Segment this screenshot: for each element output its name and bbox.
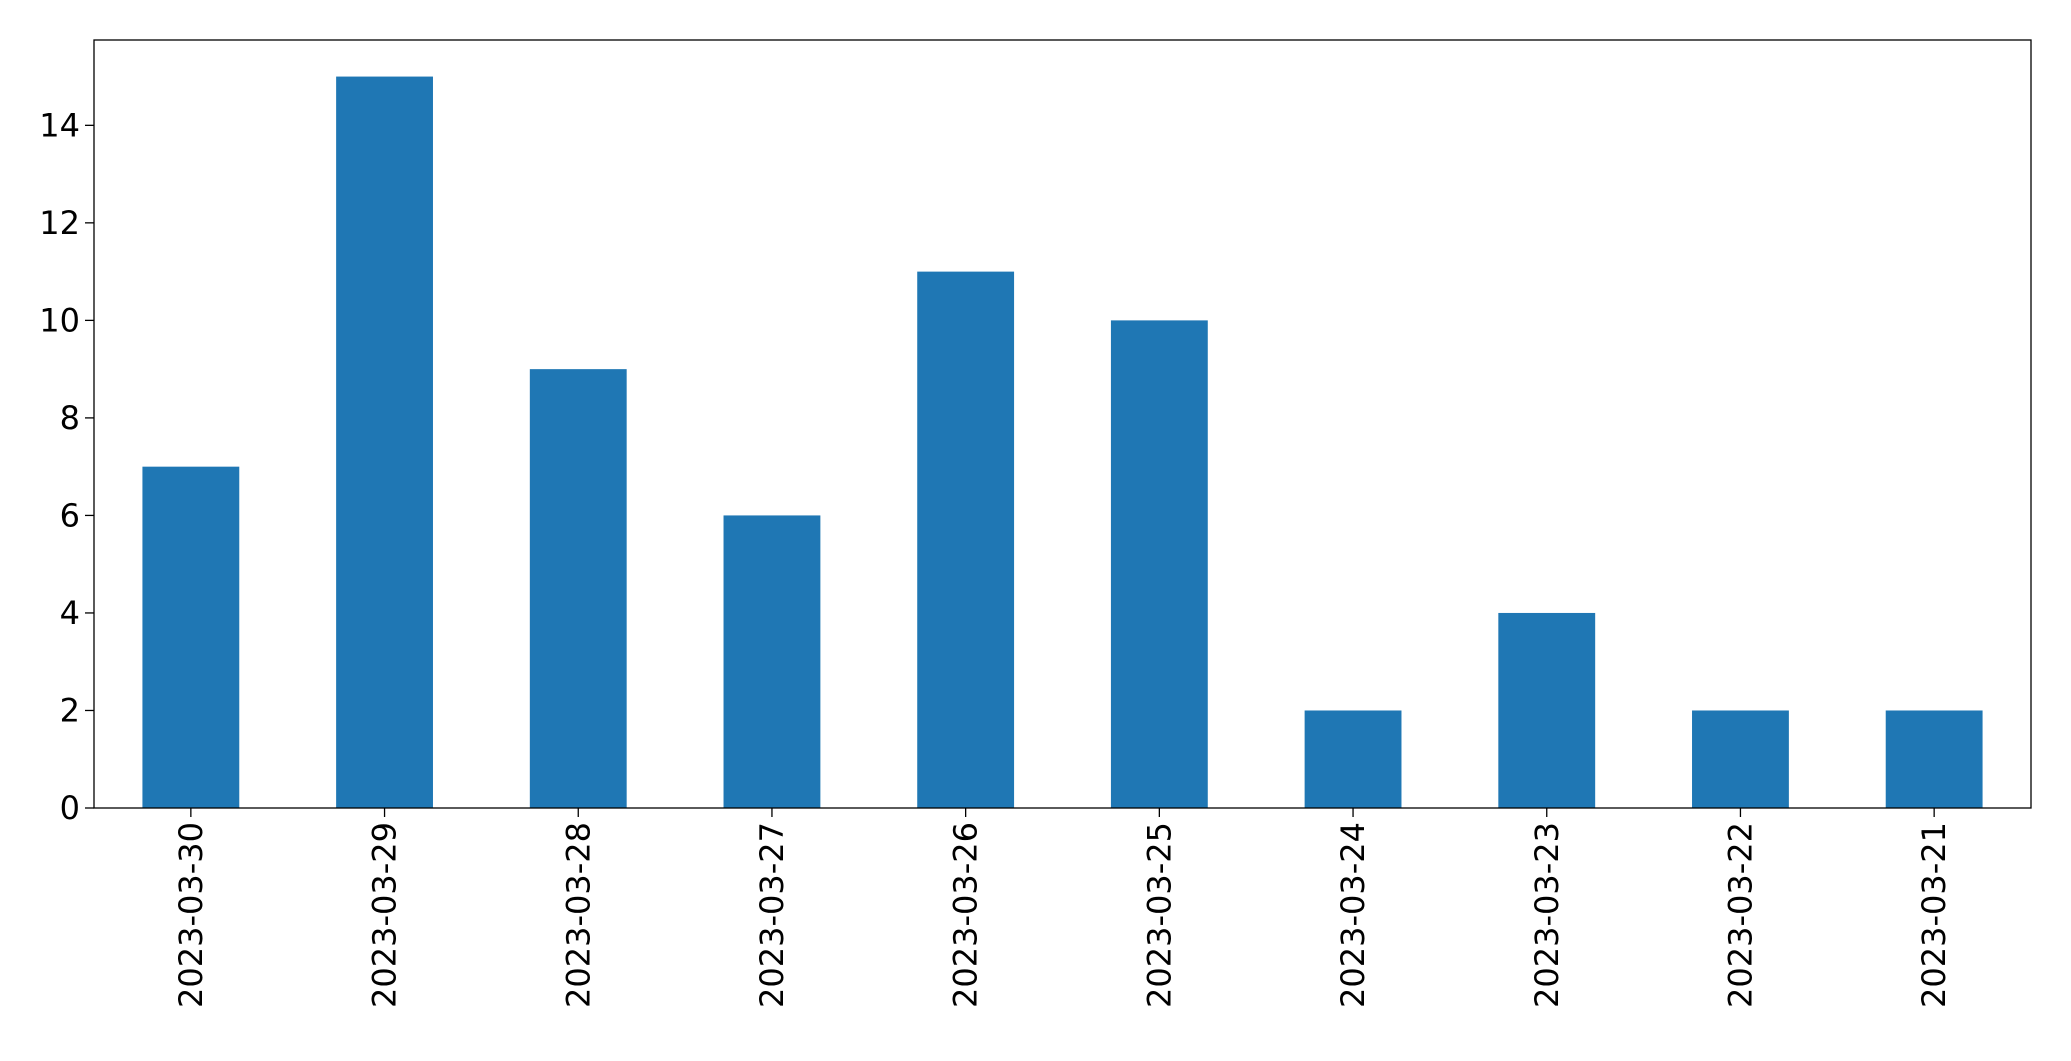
x-tick-label: 2023-03-22 bbox=[1721, 822, 1759, 1008]
plot-frame bbox=[93, 39, 2032, 809]
y-tick-label: 0 bbox=[60, 789, 80, 827]
bar bbox=[1110, 320, 1208, 808]
x-tick-label: 2023-03-23 bbox=[1528, 822, 1566, 1008]
bar bbox=[1692, 710, 1789, 808]
bar bbox=[723, 515, 821, 808]
bar bbox=[336, 76, 433, 809]
bar bbox=[1304, 710, 1402, 808]
y-tick-label: 6 bbox=[60, 496, 80, 534]
x-tick-label: 2023-03-28 bbox=[559, 822, 597, 1008]
x-tick-label: 2023-03-26 bbox=[947, 822, 985, 1008]
x-tick-label: 2023-03-30 bbox=[172, 822, 210, 1008]
y-tick-label: 10 bbox=[39, 301, 80, 339]
x-tick-label: 2023-03-25 bbox=[1140, 822, 1178, 1008]
y-tick-label: 4 bbox=[60, 594, 80, 632]
bar bbox=[917, 271, 1015, 809]
bar bbox=[1498, 612, 1596, 808]
y-tick-label: 2 bbox=[60, 691, 80, 729]
x-tick-label: 2023-03-27 bbox=[753, 822, 791, 1008]
y-tick-label: 8 bbox=[60, 399, 80, 437]
y-tick-label: 14 bbox=[39, 106, 80, 144]
y-tick-label: 12 bbox=[39, 204, 80, 242]
x-tick-label: 2023-03-21 bbox=[1915, 822, 1953, 1008]
bar bbox=[1885, 710, 1983, 808]
bar bbox=[142, 466, 240, 808]
x-tick-label: 2023-03-24 bbox=[1334, 822, 1372, 1008]
x-tick-label: 2023-03-29 bbox=[366, 822, 404, 1008]
bar bbox=[529, 369, 627, 808]
